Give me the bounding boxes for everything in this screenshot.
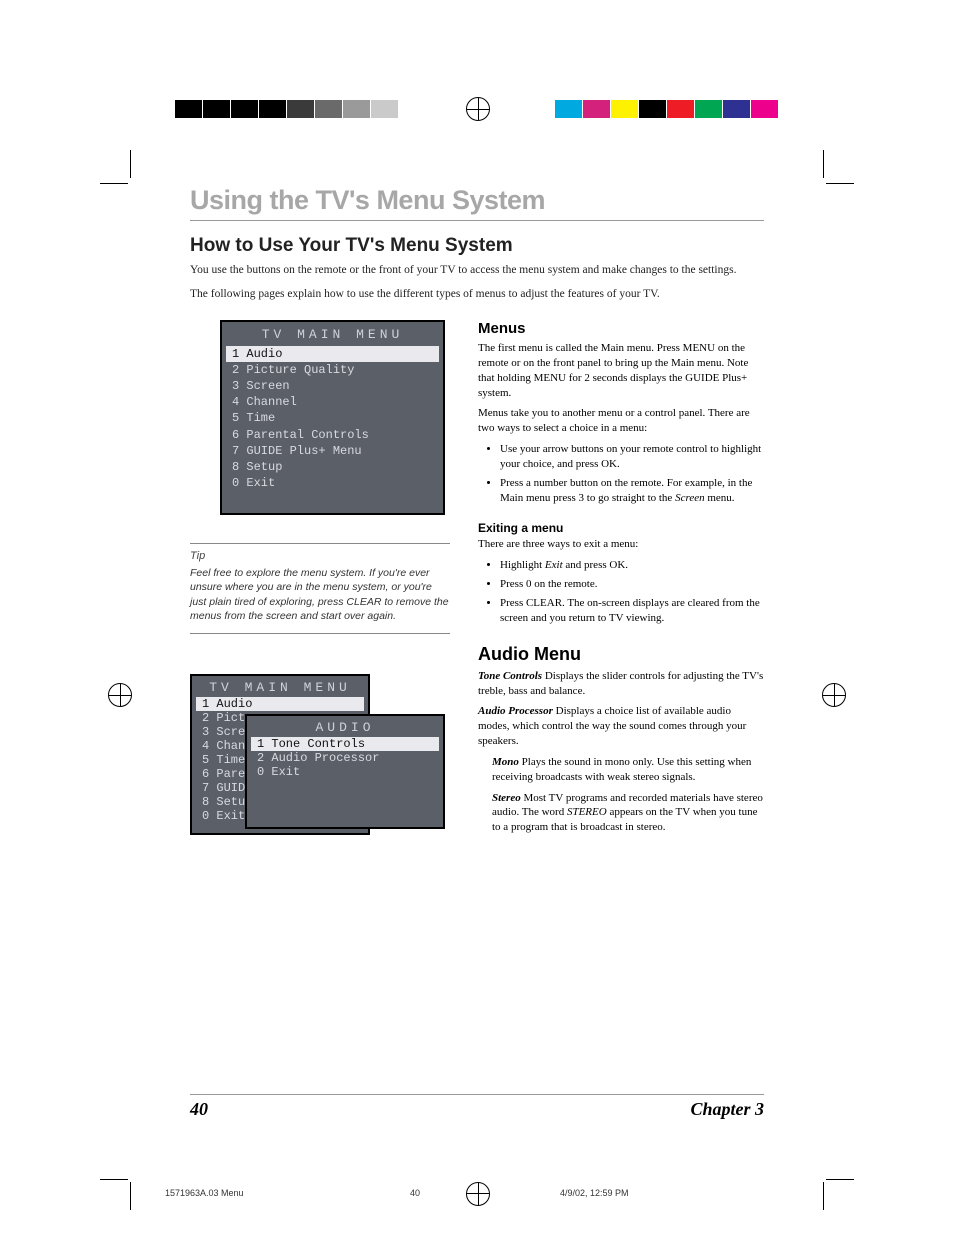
color-swatch [611, 100, 638, 118]
list-item: Press CLEAR. The on-screen displays are … [500, 596, 764, 626]
osd-audio-submenu: AUDIO 1 Tone Controls2 Audio Processor0 … [245, 714, 445, 829]
registration-mark-left [108, 683, 132, 707]
body-text: There are three ways to exit a menu: [478, 537, 764, 552]
exiting-heading: Exiting a menu [478, 521, 764, 535]
color-swatch [287, 100, 314, 118]
color-swatch [667, 100, 694, 118]
tip-text: Feel free to explore the menu system. If… [190, 566, 450, 623]
osd-main-menu: TV MAIN MENU 1 Audio2 Picture Quality3 S… [220, 320, 445, 515]
intro-paragraph: You use the buttons on the remote or the… [190, 263, 764, 279]
color-swatch [175, 100, 202, 118]
body-text: Menus take you to another menu or a cont… [478, 406, 764, 436]
audio-menu-heading: Audio Menu [478, 644, 764, 665]
print-registration-bar-bottom: 1571963A.03 Menu 40 4/9/02, 12:59 PM [0, 1180, 954, 1210]
osd-title: AUDIO [247, 716, 443, 737]
osd-title: TV MAIN MENU [222, 322, 443, 346]
osd-menu-item: 0 Exit [222, 475, 443, 491]
registration-mark-bottom [466, 1182, 490, 1206]
body-text: The first menu is called the Main menu. … [478, 341, 764, 400]
print-registration-bar-top [0, 95, 954, 125]
color-swatch [259, 100, 286, 118]
page-footer: 40 Chapter 3 [0, 1099, 954, 1120]
list-item: Press 0 on the remote. [500, 577, 764, 592]
body-text: Tone Controls Displays the slider contro… [478, 669, 764, 699]
section-title: How to Use Your TV's Menu System [190, 235, 764, 257]
osd-menu-item: 4 Channel [222, 394, 443, 410]
osd-menu-item: 1 Audio [226, 346, 439, 362]
osd-menu-item: 2 Picture Quality [222, 362, 443, 378]
intro-paragraph: The following pages explain how to use t… [190, 287, 764, 303]
color-swatch [315, 100, 342, 118]
color-swatch [639, 100, 666, 118]
chapter-label: Chapter 3 [690, 1099, 764, 1120]
body-text: Audio Processor Displays a choice list o… [478, 704, 764, 749]
osd-menu-item: 1 Tone Controls [251, 737, 439, 751]
color-swatch [695, 100, 722, 118]
menus-heading: Menus [478, 320, 764, 337]
list-item: Highlight Exit and press OK. [500, 558, 764, 573]
registration-mark-top [466, 97, 490, 121]
page-number: 40 [190, 1099, 208, 1120]
chapter-title: Using the TV's Menu System [190, 185, 764, 221]
osd-title: TV MAIN MENU [192, 676, 368, 697]
osd-menu-item: 0 Exit [247, 765, 443, 779]
print-filename: 1571963A.03 Menu [165, 1188, 244, 1198]
color-swatch [723, 100, 750, 118]
osd-menu-item: 3 Screen [222, 378, 443, 394]
osd-menu-item: 8 Setup [222, 459, 443, 475]
print-date: 4/9/02, 12:59 PM [560, 1188, 629, 1198]
osd-menu-item: 7 GUIDE Plus+ Menu [222, 443, 443, 459]
color-swatch [583, 100, 610, 118]
body-text: Mono Plays the sound in mono only. Use t… [492, 755, 764, 785]
color-swatch [555, 100, 582, 118]
osd-menu-item: 1 Audio [196, 697, 364, 711]
registration-mark-right [822, 683, 846, 707]
osd-menu-item: 5 Time [222, 410, 443, 426]
tip-label: Tip [190, 550, 450, 562]
color-swatch [203, 100, 230, 118]
osd-menu-item: 6 Parental Controls [222, 427, 443, 443]
list-item: Press a number button on the remote. For… [500, 476, 764, 506]
color-swatch [371, 100, 398, 118]
color-swatch [751, 100, 778, 118]
body-text: Stereo Most TV programs and recorded mat… [492, 791, 764, 836]
color-swatch [343, 100, 370, 118]
tip-block: Tip Feel free to explore the menu system… [190, 543, 450, 634]
color-swatch [231, 100, 258, 118]
print-page: 40 [410, 1188, 420, 1198]
osd-menu-item: 2 Audio Processor [247, 751, 443, 765]
list-item: Use your arrow buttons on your remote co… [500, 442, 764, 472]
